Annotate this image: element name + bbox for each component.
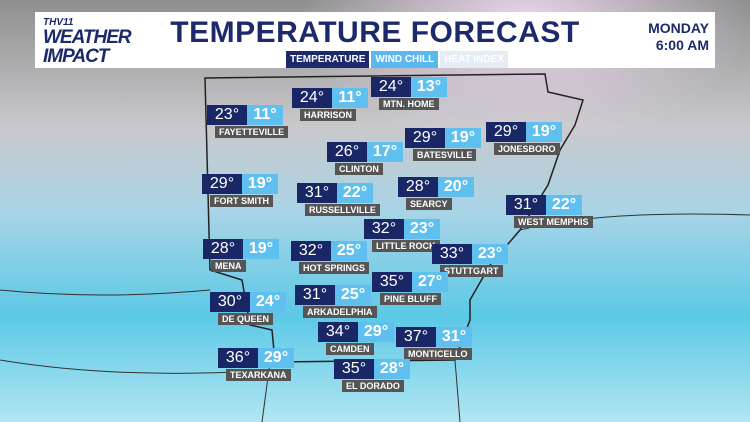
wind-chill: 25°	[331, 241, 367, 261]
logo-main: WEATHER	[43, 27, 132, 48]
city-name: HARRISON	[300, 109, 357, 121]
logo: THV11 WEATHER IMPACT	[43, 17, 132, 67]
city-name: FORT SMITH	[210, 195, 273, 207]
city: 26° 17° CLINTON	[327, 142, 403, 175]
wind-chill: 17°	[367, 142, 403, 162]
city-name: MENA	[211, 260, 246, 272]
city-name: ARKADELPHIA	[303, 306, 377, 318]
city-name: WEST MEMPHIS	[514, 216, 593, 228]
wind-chill: 31°	[436, 327, 472, 347]
city-name: PINE BLUFF	[380, 293, 441, 305]
city: 32° 23° LITTLE ROCK	[364, 219, 440, 252]
wind-chill: 20°	[438, 177, 474, 197]
city-name: JONESBORO	[494, 143, 560, 155]
wind-chill: 13°	[411, 77, 447, 97]
city: 29° 19° BATESVILLE	[405, 128, 481, 161]
city: 24° 11° HARRISON	[292, 88, 368, 121]
city-name: CLINTON	[335, 163, 383, 175]
wind-chill: 22°	[546, 195, 582, 215]
wind-chill: 23°	[404, 219, 440, 239]
temperature: 28°	[203, 239, 243, 259]
logo-sub: IMPACT	[43, 46, 109, 67]
city: 31° 22° WEST MEMPHIS	[506, 195, 593, 228]
city: 28° 19° MENA	[203, 239, 279, 272]
wind-chill: 29°	[258, 348, 294, 368]
logo-top: THV11	[43, 17, 74, 28]
city: 30° 24° DE QUEEN	[210, 292, 286, 325]
time: MONDAY 6:00 AM	[648, 20, 709, 54]
wind-chill: 24°	[250, 292, 286, 312]
city: 35° 27° PINE BLUFF	[372, 272, 448, 305]
city-name: SEARCY	[406, 198, 452, 210]
city-name: CAMDEN	[326, 343, 374, 355]
borders	[0, 213, 750, 422]
city-name: BATESVILLE	[413, 149, 477, 161]
temperature: 35°	[334, 359, 374, 379]
city: 31° 25° ARKADELPHIA	[295, 285, 377, 318]
temperature: 23°	[207, 105, 247, 125]
city: 33° 23° STUTTGART	[432, 244, 508, 277]
wind-chill: 23°	[472, 244, 508, 264]
temperature: 35°	[372, 272, 412, 292]
temperature: 31°	[506, 195, 546, 215]
city: 36° 29° TEXARKANA	[218, 348, 294, 381]
title: TEMPERATURE FORECAST	[170, 16, 580, 49]
tab[interactable]: HEAT INDEX	[440, 51, 509, 68]
temperature: 24°	[371, 77, 411, 97]
city: 32° 25° HOT SPRINGS	[291, 241, 370, 274]
city: 37° 31° MONTICELLO	[396, 327, 472, 360]
tab[interactable]: WIND CHILL	[371, 51, 439, 68]
city-name: MONTICELLO	[404, 348, 472, 360]
city: 34° 29° CAMDEN	[318, 322, 394, 355]
tabs: TEMPERATURE WIND CHILL HEAT INDEX	[286, 51, 509, 68]
city: 29° 19° FORT SMITH	[202, 174, 278, 207]
wind-chill: 11°	[247, 105, 283, 125]
temperature: 37°	[396, 327, 436, 347]
temperature: 33°	[432, 244, 472, 264]
temperature: 26°	[327, 142, 367, 162]
temperature: 32°	[291, 241, 331, 261]
city-name: MTN. HOME	[379, 98, 439, 110]
city: 28° 20° SEARCY	[398, 177, 474, 210]
temperature: 30°	[210, 292, 250, 312]
city: 24° 13° MTN. HOME	[371, 77, 447, 110]
city-name: DE QUEEN	[218, 313, 274, 325]
wind-chill: 19°	[445, 128, 481, 148]
day: MONDAY	[648, 20, 709, 36]
city-name: HOT SPRINGS	[299, 262, 370, 274]
temperature: 32°	[364, 219, 404, 239]
city: 31° 22° RUSSELLVILLE	[297, 183, 380, 216]
city-name: LITTLE ROCK	[372, 240, 440, 252]
wind-chill: 19°	[526, 122, 562, 142]
temperature: 36°	[218, 348, 258, 368]
temperature: 24°	[292, 88, 332, 108]
city-name: EL DORADO	[342, 380, 404, 392]
header: THV11 WEATHER IMPACT TEMPERATURE FORECAS…	[35, 12, 715, 68]
temperature: 31°	[295, 285, 335, 305]
city: 23° 11° FAYETTEVILLE	[207, 105, 289, 138]
temperature: 28°	[398, 177, 438, 197]
wind-chill: 29°	[358, 322, 394, 342]
temperature: 34°	[318, 322, 358, 342]
temperature: 29°	[202, 174, 242, 194]
city-name: TEXARKANA	[226, 369, 291, 381]
wind-chill: 19°	[243, 239, 279, 259]
wind-chill: 11°	[332, 88, 368, 108]
temperature: 29°	[486, 122, 526, 142]
city-name: FAYETTEVILLE	[215, 126, 289, 138]
tab[interactable]: TEMPERATURE	[286, 51, 370, 68]
wind-chill: 25°	[335, 285, 371, 305]
city: 35° 28° EL DORADO	[334, 359, 410, 392]
wind-chill: 27°	[412, 272, 448, 292]
wind-chill: 22°	[337, 183, 373, 203]
temperature: 31°	[297, 183, 337, 203]
wind-chill: 28°	[374, 359, 410, 379]
temperature: 29°	[405, 128, 445, 148]
city-name: STUTTGART	[440, 265, 503, 277]
city-name: RUSSELLVILLE	[305, 204, 380, 216]
wind-chill: 19°	[242, 174, 278, 194]
hour: 6:00 AM	[655, 37, 709, 53]
city: 29° 19° JONESBORO	[486, 122, 562, 155]
